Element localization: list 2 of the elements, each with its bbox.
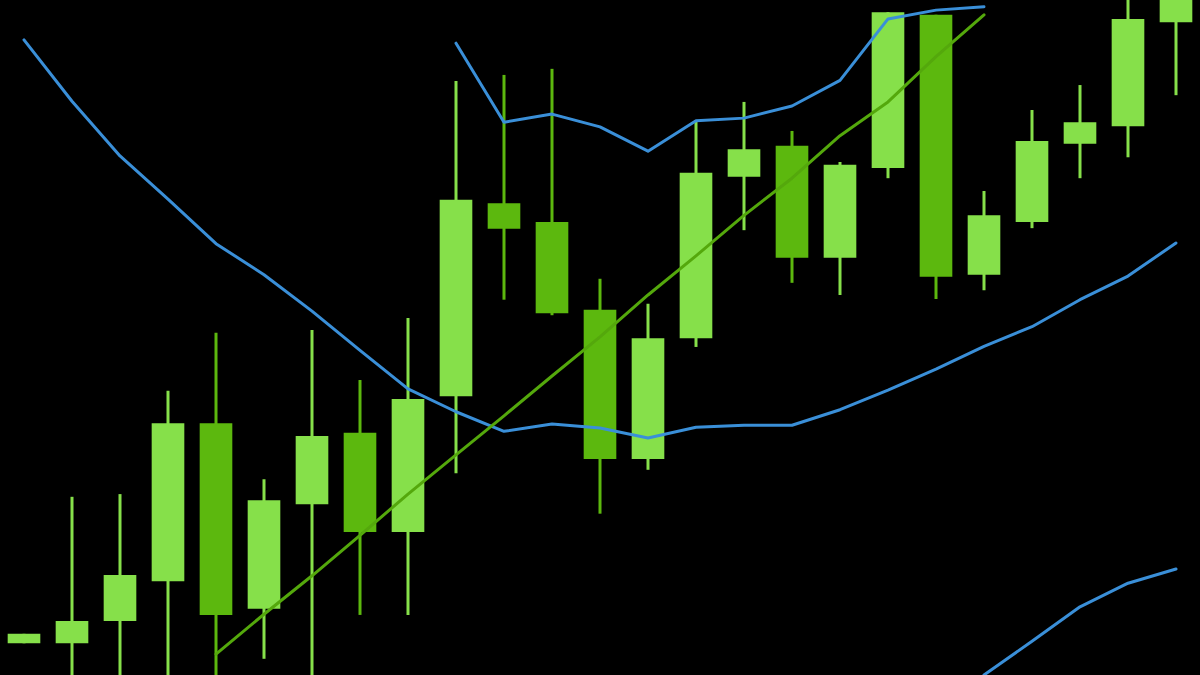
candlestick bbox=[55, 495, 89, 675]
candlestick bbox=[487, 73, 521, 300]
